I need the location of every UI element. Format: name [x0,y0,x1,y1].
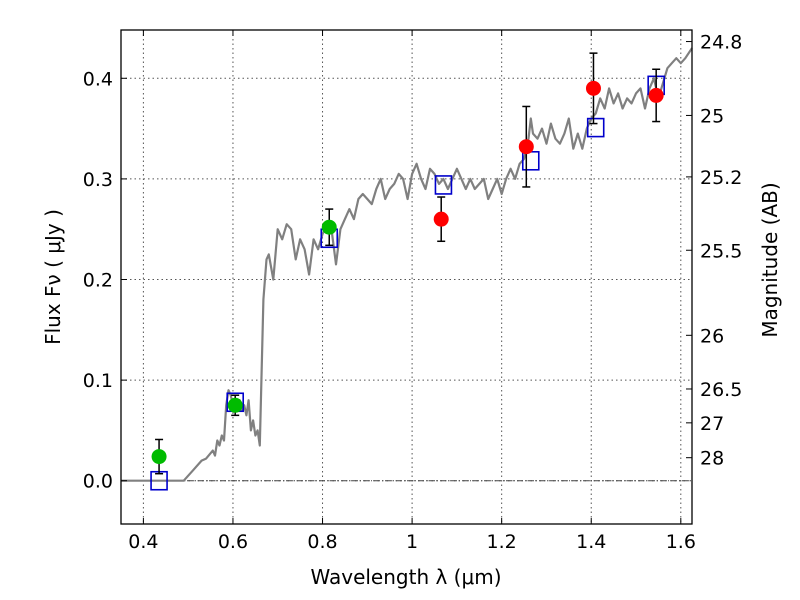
nir-data-point [518,139,534,155]
optical-data-point [321,219,337,235]
markers-layer [150,52,665,491]
x-tick-label: 1.6 [666,531,696,553]
model-sed-line [121,47,693,482]
mag-tick-label: 26.5 [700,379,742,401]
y-tick-label: 0.4 [83,68,113,90]
x-tick-label: 0.4 [128,531,158,553]
mag-tick-label: 28 [700,448,724,470]
y-tick-label: 0.1 [83,370,113,392]
mag-tick-label: 27 [700,413,724,435]
model-photometry-square [434,175,453,195]
y2-axis-label: Magnitude (AB) [758,182,782,337]
optical-data-point [151,449,167,465]
grid [121,30,692,524]
model-photometry-square [586,117,605,138]
x-axis-label: Wavelength λ (μm) [310,565,501,589]
x-tick-label: 0.8 [307,531,337,553]
optical-data-point [227,397,243,413]
nir-data-point [433,211,449,227]
nir-data-point [648,87,664,103]
x-tick-label: 1.2 [487,531,517,553]
mag-tick-label: 24.8 [700,32,742,54]
y-tick-label: 0.2 [83,270,113,292]
y-axis-label: Flux Fν ( μJy ) [41,209,65,345]
mag-tick-label: 25.5 [700,240,742,262]
x-tick-label: 0.6 [218,531,248,553]
ticks: 0.4 0.6 0.8 1 1.2 1.4 1.6 0.0 0.1 0.2 0.3 0.4 24.8 25… [83,30,742,553]
x-tick-label: 1.4 [576,531,606,553]
mag-tick-label: 26 [700,325,724,347]
x-tick-label: 1 [406,531,418,553]
nir-data-point [585,80,601,96]
y-tick-label: 0.3 [83,169,113,191]
plot-frame [120,29,693,525]
mag-tick-label: 25 [700,105,724,127]
y-tick-label: 0.0 [83,471,113,493]
model-sed-layer [121,47,693,482]
mag-tick-label: 25.2 [700,167,742,189]
